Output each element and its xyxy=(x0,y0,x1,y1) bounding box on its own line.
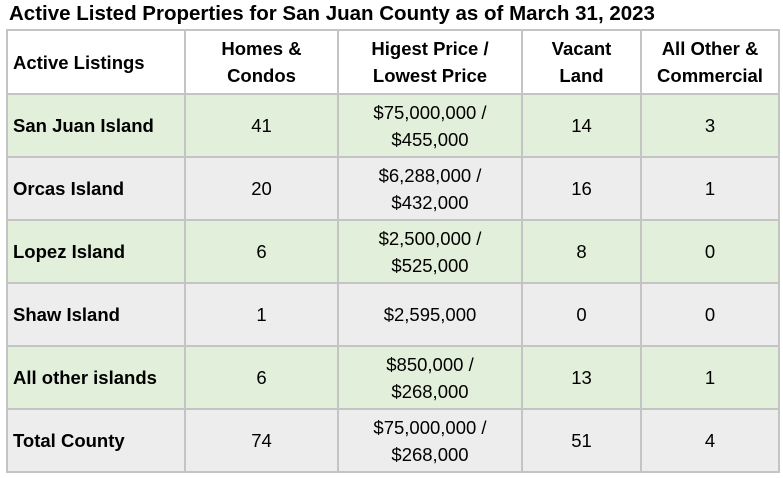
other-commercial-value: 4 xyxy=(640,408,780,473)
cell-line: San Juan Island xyxy=(13,115,154,136)
row-label: All other islands xyxy=(6,345,186,410)
vacant-land-value: 8 xyxy=(521,219,642,284)
vacant-land-value: 13 xyxy=(521,345,642,410)
cell-line: $75,000,000 / xyxy=(373,101,487,123)
table-row: Orcas Island 20 $6,288,000 / $432,000 16 1 xyxy=(6,156,780,221)
cell-line: $455,000 xyxy=(391,128,469,150)
header-line: Lowest Price xyxy=(372,65,488,86)
header-price-range: Higest Price / Lowest Price xyxy=(337,29,523,95)
homes-condos-value: 41 xyxy=(184,93,339,158)
cell-line: 4 xyxy=(704,430,716,451)
table-body: San Juan Island 41 $75,000,000 /$455,000 14… xyxy=(6,93,780,473)
vacant-land-value: 14 xyxy=(521,93,642,158)
price-range-value: $2,500,000 / $525,000 xyxy=(337,219,523,284)
cell-line: $850,000 / xyxy=(386,353,474,375)
cell-line: Lopez Island xyxy=(13,241,126,262)
cell-line: 14 xyxy=(571,115,592,136)
header-other-commercial: All Other & Commercial xyxy=(640,29,780,95)
header-line: Vacant xyxy=(551,38,612,59)
row-label: Orcas Island xyxy=(6,156,186,221)
listings-table: Active Listings Homes & Condos Higest Pr… xyxy=(6,29,780,473)
cell-line: 0 xyxy=(704,241,716,262)
cell-line: $525,000 xyxy=(391,254,469,276)
cell-line: 6 xyxy=(256,367,267,388)
cell-line: 41 xyxy=(251,115,272,136)
header-line: All Other & xyxy=(661,38,759,59)
cell-line: 13 xyxy=(571,367,592,388)
table-row: Total County 74 $75,000,000 / $268,000 51 4 xyxy=(6,408,780,473)
cell-line: 3 xyxy=(704,115,716,136)
price-range-value: $6,288,000 / $432,000 xyxy=(337,156,523,221)
homes-condos-value: 1 xyxy=(184,282,339,347)
cell-line: 74 xyxy=(251,430,272,451)
homes-condos-value: 74 xyxy=(184,408,339,473)
cell-line: 1 xyxy=(704,178,716,199)
homes-condos-value: 6 xyxy=(184,345,339,410)
cell-line: $2,595,000 xyxy=(383,304,477,325)
cell-line: $268,000 xyxy=(391,443,469,465)
header-homes-condos: Homes & Condos xyxy=(184,29,339,95)
header-vacant-land: Vacant Land xyxy=(521,29,642,95)
cell-line: 8 xyxy=(576,241,587,262)
cell-line: 6 xyxy=(256,241,267,262)
row-label: Shaw Island xyxy=(6,282,186,347)
cell-line: $75,000,000 / xyxy=(373,416,487,438)
header-line: Higest Price / xyxy=(371,38,489,59)
other-commercial-value: 1 xyxy=(640,345,780,410)
cell-line: 1 xyxy=(704,367,716,388)
row-label: Total County xyxy=(6,408,186,473)
table-row: San Juan Island 41 $75,000,000 / $455,000 14… xyxy=(6,93,780,158)
cell-line: 0 xyxy=(704,304,716,325)
cell-line: 0 xyxy=(576,304,587,325)
other-commercial-value: 1 xyxy=(640,156,780,221)
cell-line: Total County xyxy=(13,430,125,451)
cell-line: Shaw Island xyxy=(13,304,120,325)
cell-line: $432,000 xyxy=(391,191,469,213)
other-commercial-value: 0 xyxy=(640,282,780,347)
header-active-listings: Active Listings xyxy=(6,29,186,95)
other-commercial-value: 0 xyxy=(640,219,780,284)
cell-line: 1 xyxy=(256,304,267,325)
price-range-value: $2,595,000 xyxy=(337,282,523,347)
row-label: San Juan Island xyxy=(6,93,186,158)
vacant-land-value: 51 xyxy=(521,408,642,473)
header-line: Homes & xyxy=(221,38,302,59)
row-label: Lopez Island xyxy=(6,219,186,284)
vacant-land-value: 0 xyxy=(521,282,642,347)
table-row: All other islands 6 $850,000 / $268,000 13 1 xyxy=(6,345,780,410)
other-commercial-value: 3 xyxy=(640,93,780,158)
cell-line: 20 xyxy=(251,178,272,199)
table-row: Lopez Island 6 $2,500,000 / $525,000 8 0 xyxy=(6,219,780,284)
header-row: Active Listings Homes & Condos Higest Pr… xyxy=(6,29,780,95)
homes-condos-value: 20 xyxy=(184,156,339,221)
price-range-value: $75,000,000 / $455,000 xyxy=(337,93,523,158)
cell-line: All other islands xyxy=(13,367,157,388)
price-range-value: $75,000,000 / $268,000 xyxy=(337,408,523,473)
cell-line: $268,000 xyxy=(391,380,469,402)
cell-line: $6,288,000 / xyxy=(378,164,482,186)
header-line: Active Listings xyxy=(13,51,145,73)
header-line: Condos xyxy=(227,65,296,86)
table-title: Active Listed Properties for San Juan Co… xyxy=(9,2,655,25)
header-line: Commercial xyxy=(657,65,763,86)
cell-line: $2,500,000 / xyxy=(378,227,482,249)
cell-line: Orcas Island xyxy=(13,178,125,199)
header-line: Land xyxy=(559,65,604,86)
homes-condos-value: 6 xyxy=(184,219,339,284)
table-row: Shaw Island 1 $2,595,000 0 0 xyxy=(6,282,780,347)
vacant-land-value: 16 xyxy=(521,156,642,221)
price-range-value: $850,000 / $268,000 xyxy=(337,345,523,410)
cell-line: 51 xyxy=(571,430,592,451)
cell-line: 16 xyxy=(571,178,592,199)
